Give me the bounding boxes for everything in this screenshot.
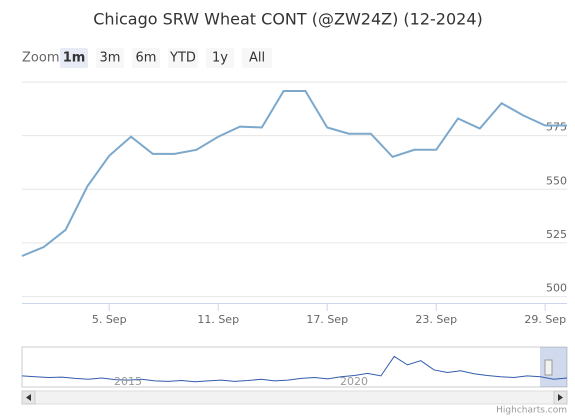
chart-title: Chicago SRW Wheat CONT (@ZW24Z) (12-2024…	[93, 10, 483, 29]
navigator-frame	[21, 346, 568, 388]
x-tick-label: 23. Sep	[415, 313, 457, 326]
navigator-handle[interactable]	[544, 359, 553, 376]
navigator-mask	[540, 347, 567, 387]
range-button-label: 1m	[63, 51, 86, 66]
navigator-line	[21, 355, 568, 383]
range-button-label: All	[249, 51, 265, 66]
range-button[interactable]	[242, 48, 272, 68]
y-tick-label: 525	[546, 228, 567, 241]
y-tick-label: 500	[546, 282, 567, 295]
range-button-label: 6m	[136, 51, 157, 66]
series-line	[21, 90, 567, 257]
x-tick-label: 5. Sep	[92, 313, 127, 326]
credits: Highcharts.com	[496, 406, 567, 416]
navigator-label: 2020	[340, 375, 368, 388]
range-button-label: 3m	[100, 51, 121, 66]
range-button-label: 1y	[212, 51, 228, 66]
range-button[interactable]	[96, 48, 124, 68]
range-button[interactable]	[132, 48, 160, 68]
arrow-right	[558, 394, 563, 401]
arrow-left	[26, 394, 31, 401]
y-tick-label: 550	[546, 174, 567, 187]
range-button[interactable]	[60, 48, 88, 68]
range-button-label: YTD	[169, 51, 196, 66]
range-button[interactable]	[206, 48, 234, 68]
y-tick-label: 575	[546, 121, 567, 134]
navigator-label: 2015	[114, 375, 142, 388]
x-tick-label: 17. Sep	[306, 313, 348, 326]
range-button[interactable]	[168, 48, 198, 68]
x-tick-label: 29. Sep	[524, 313, 566, 326]
zoom-label: Zoom	[22, 51, 59, 66]
scrollbar[interactable]	[21, 390, 568, 405]
x-tick-label: 11. Sep	[197, 313, 239, 326]
